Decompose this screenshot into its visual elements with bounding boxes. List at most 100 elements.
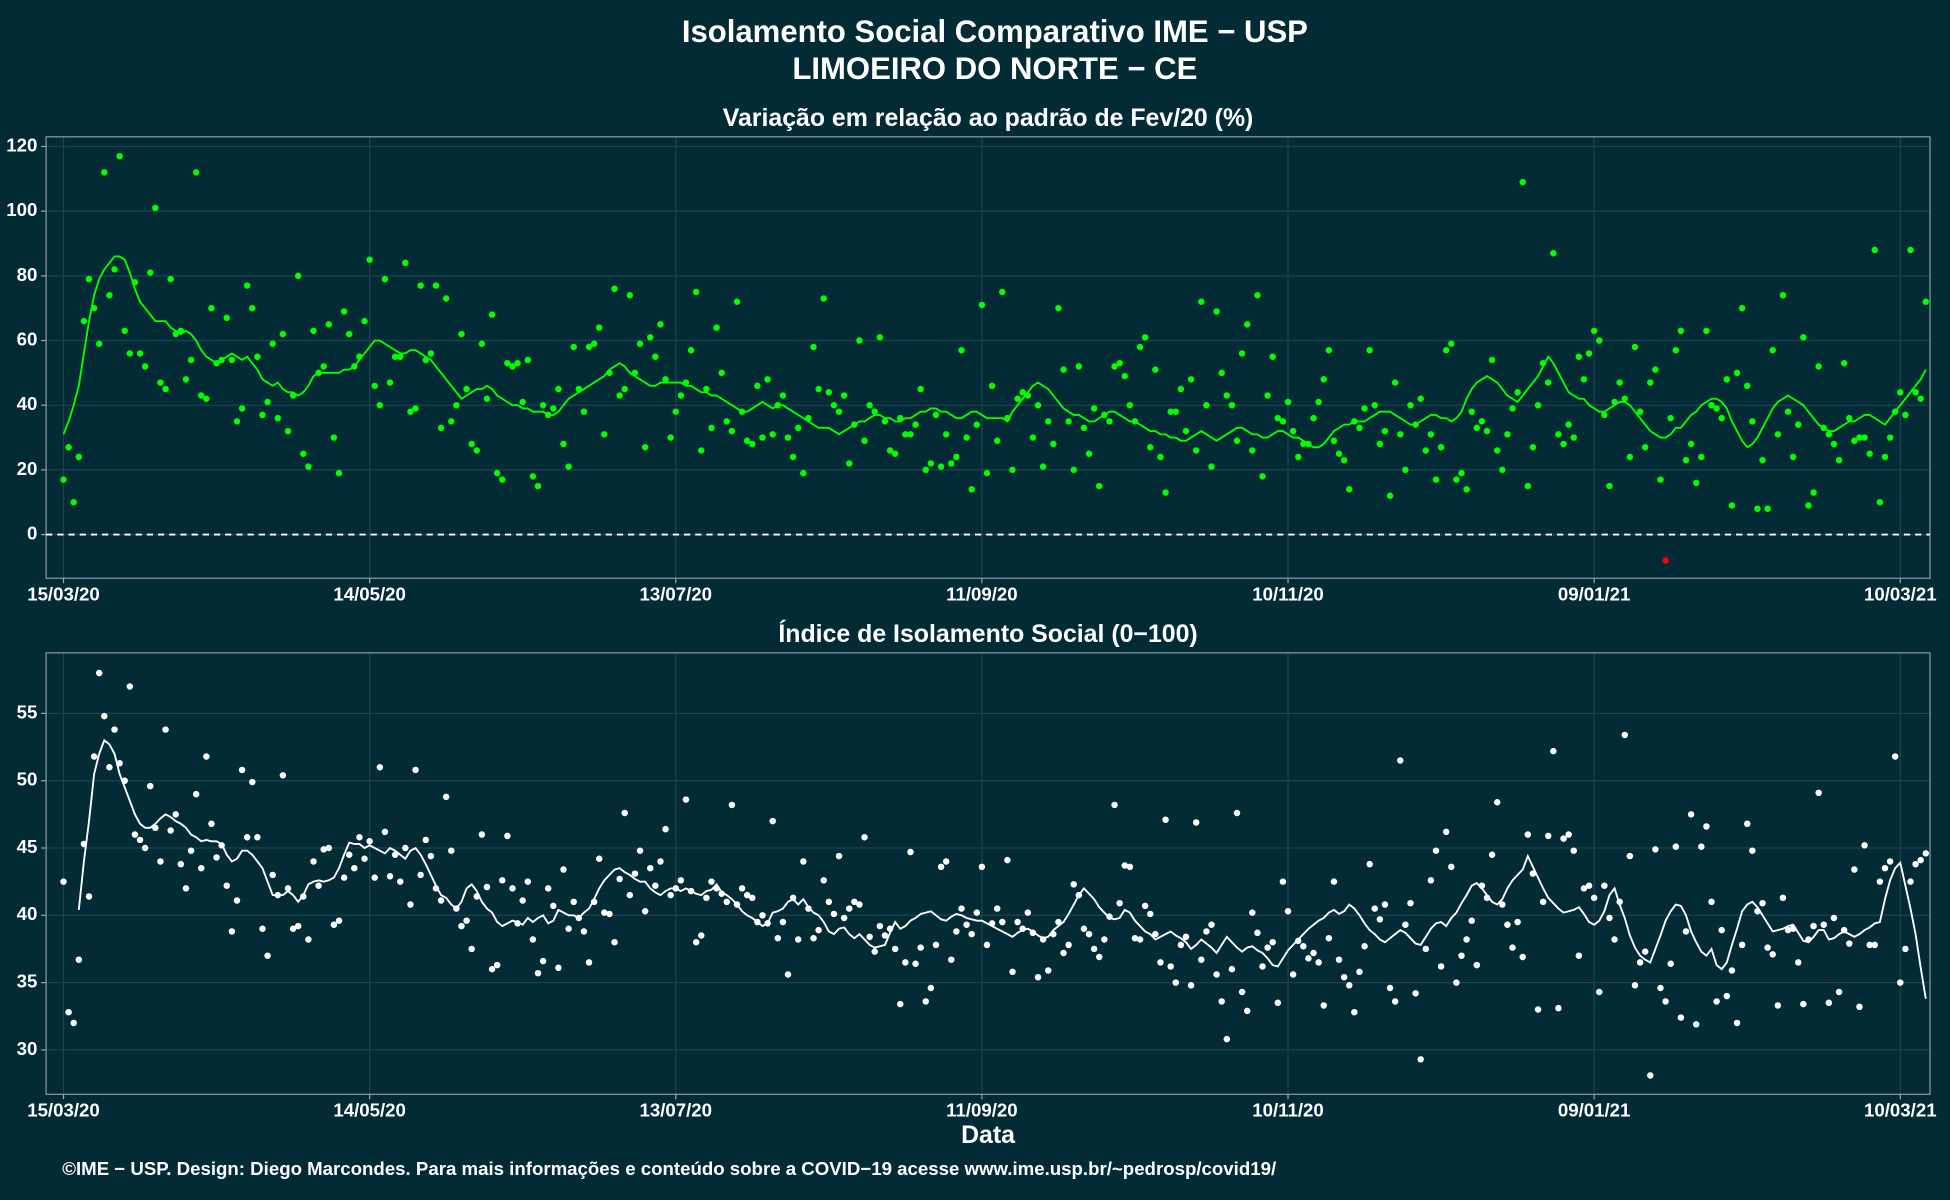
point [1509, 405, 1516, 412]
point [152, 824, 159, 832]
point [330, 921, 338, 928]
point [713, 885, 720, 892]
point [611, 938, 618, 946]
point [1177, 385, 1185, 393]
point [213, 359, 220, 367]
point [101, 169, 108, 176]
x-tick-label: 13/07/20 [639, 584, 712, 605]
point [835, 852, 843, 860]
point [187, 356, 195, 364]
point [1473, 961, 1481, 969]
point [1300, 943, 1307, 950]
point [223, 882, 231, 889]
point [427, 350, 435, 357]
point [330, 434, 338, 441]
point [162, 726, 169, 733]
point [351, 864, 358, 872]
point [80, 840, 88, 848]
point [157, 379, 164, 386]
point [550, 405, 557, 412]
point [580, 928, 588, 935]
point [1871, 246, 1879, 254]
point [437, 897, 445, 904]
point [886, 447, 894, 454]
point [1289, 971, 1297, 978]
point [958, 347, 965, 354]
point [1162, 489, 1169, 496]
point [1866, 941, 1873, 949]
point [1769, 951, 1776, 958]
point [1029, 434, 1037, 441]
point [621, 385, 628, 393]
x-axis-label: Data [961, 1121, 1015, 1149]
point [1611, 936, 1618, 943]
point [825, 898, 833, 906]
point [300, 450, 307, 457]
point [1182, 427, 1190, 435]
point [1116, 899, 1123, 907]
point [1754, 908, 1761, 915]
point [1070, 881, 1077, 888]
point [1116, 359, 1123, 367]
point [1590, 894, 1598, 902]
point [75, 453, 83, 461]
point [1815, 363, 1822, 370]
point [1315, 398, 1322, 406]
point [1499, 466, 1506, 474]
point [866, 933, 873, 941]
point [1131, 934, 1139, 942]
point [111, 266, 118, 273]
point [1249, 909, 1256, 916]
point [958, 905, 965, 912]
y-tick-label: 60 [17, 328, 38, 349]
point [764, 920, 771, 927]
point [1463, 486, 1470, 493]
point [1218, 998, 1225, 1005]
point [1692, 1021, 1700, 1028]
point [861, 437, 868, 445]
point [1835, 988, 1843, 996]
point [1432, 847, 1440, 854]
point [1096, 953, 1103, 961]
point [65, 1008, 72, 1016]
point [458, 330, 465, 338]
point [1738, 304, 1746, 312]
point [631, 369, 639, 377]
point [249, 778, 256, 786]
point [968, 486, 975, 493]
point [1417, 1056, 1424, 1063]
point [1585, 882, 1593, 889]
point [937, 863, 945, 871]
point [432, 885, 440, 892]
point [1519, 178, 1526, 186]
point [1647, 379, 1654, 386]
point [1682, 928, 1690, 935]
footer: ©IME − USP. Design: Diego Marcondes. Par… [62, 1158, 1276, 1179]
point [80, 317, 88, 325]
point [1728, 967, 1736, 974]
point [519, 398, 526, 406]
point [182, 376, 190, 383]
point [794, 424, 802, 432]
point [652, 353, 659, 360]
point [1187, 376, 1195, 383]
point [805, 414, 812, 422]
point [922, 466, 930, 474]
point [1575, 353, 1583, 360]
point [1147, 444, 1154, 451]
point [830, 910, 838, 918]
point [1652, 366, 1659, 373]
point [636, 847, 644, 854]
point [1759, 456, 1766, 464]
point [1560, 440, 1567, 448]
point [106, 292, 113, 299]
point [601, 431, 608, 438]
point [978, 863, 986, 871]
point [141, 363, 149, 370]
point [1738, 941, 1746, 949]
point [1616, 379, 1623, 386]
point [897, 414, 904, 422]
point [1177, 941, 1185, 949]
point [371, 382, 378, 390]
point [942, 858, 950, 865]
